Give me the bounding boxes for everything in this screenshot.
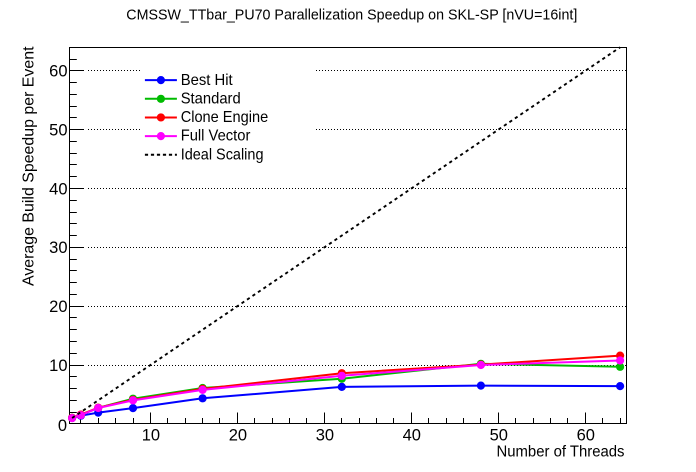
- svg-text:Number of Threads: Number of Threads: [497, 443, 625, 460]
- svg-text:60: 60: [49, 63, 67, 81]
- svg-text:20: 20: [229, 427, 247, 445]
- svg-text:10: 10: [142, 427, 160, 445]
- svg-text:50: 50: [490, 427, 508, 445]
- svg-text:Standard: Standard: [181, 90, 241, 107]
- svg-text:Full Vector: Full Vector: [181, 128, 251, 145]
- svg-text:60: 60: [577, 427, 595, 445]
- svg-text:40: 40: [403, 427, 421, 445]
- svg-text:Best Hit: Best Hit: [181, 72, 234, 89]
- svg-text:40: 40: [49, 180, 67, 198]
- svg-text:10: 10: [49, 357, 67, 375]
- svg-text:Clone Engine: Clone Engine: [181, 109, 269, 126]
- svg-text:50: 50: [49, 122, 67, 140]
- svg-text:Average Build Speedup per Even: Average Build Speedup per Event: [21, 46, 38, 286]
- svg-text:30: 30: [316, 427, 334, 445]
- svg-text:Ideal Scaling: Ideal Scaling: [181, 146, 264, 163]
- svg-text:30: 30: [49, 239, 67, 257]
- svg-text:0: 0: [58, 417, 67, 435]
- svg-text:20: 20: [49, 298, 67, 316]
- svg-text:CMSSW_TTbar_PU70 Parallelizati: CMSSW_TTbar_PU70 Parallelization Speedup…: [126, 7, 577, 24]
